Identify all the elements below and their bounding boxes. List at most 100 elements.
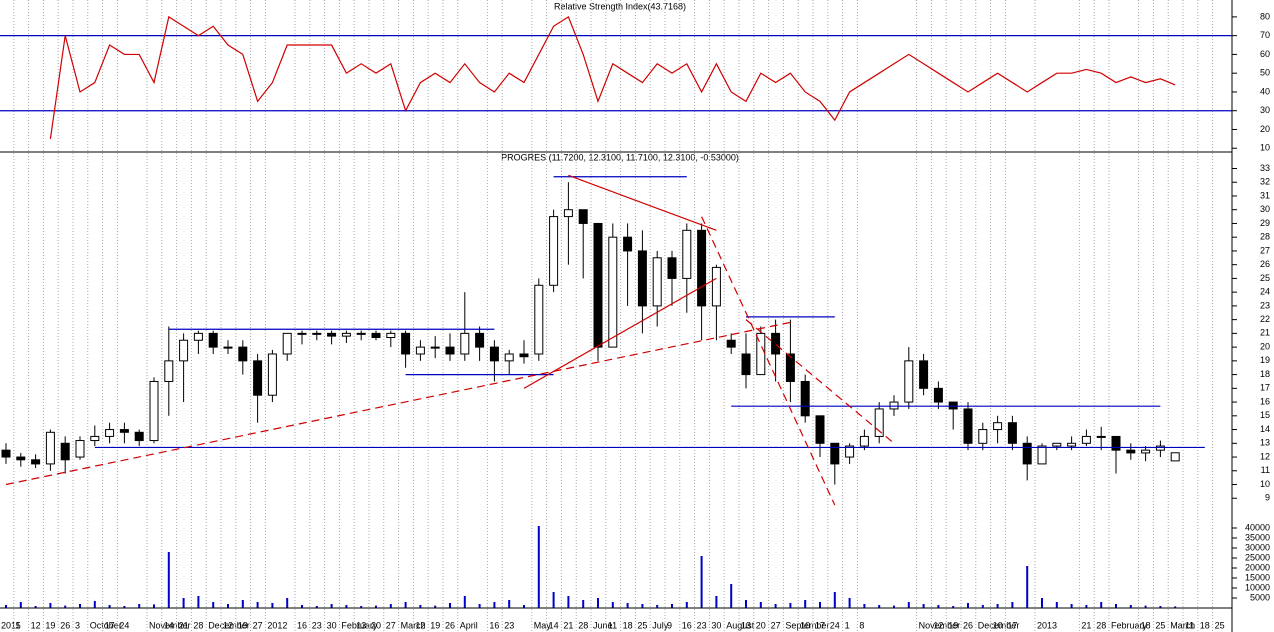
x-tick-label: 28: [578, 620, 588, 630]
x-tick-label: March: [1170, 620, 1195, 630]
x-tick-label: 10: [800, 620, 810, 630]
x-tick-label: 1: [845, 620, 850, 630]
candle-body: [1096, 435, 1106, 438]
x-tick-label: 18: [1141, 620, 1151, 630]
x-tick-label: 23: [697, 620, 707, 630]
candle-body: [800, 380, 810, 417]
x-tick-label: August: [726, 620, 755, 630]
y-tick-label: 26: [1260, 259, 1270, 269]
trend-line: [523, 277, 717, 389]
y-tick-label: 22: [1260, 314, 1270, 324]
x-tick-label: 24: [119, 620, 129, 630]
x-tick-label: 16: [489, 620, 499, 630]
candle-body: [1126, 449, 1136, 454]
volume-bar: [981, 605, 984, 608]
x-tick-label: 17: [1007, 620, 1017, 630]
volume-bar: [153, 604, 155, 608]
volume-bar: [34, 606, 37, 608]
x-tick-label: 2012: [267, 620, 287, 630]
x-tick-label: 25: [637, 620, 647, 630]
candle-body: [1155, 445, 1165, 451]
y-tick-label: 15: [1260, 410, 1270, 420]
candle-body: [105, 429, 115, 437]
x-tick-label: 26: [60, 620, 70, 630]
volume-bar: [626, 603, 629, 608]
y-tick-label: 29: [1260, 218, 1270, 228]
volume-bar: [123, 606, 126, 608]
y-tick-label: 27: [1260, 245, 1270, 255]
volume-bar: [315, 606, 318, 608]
volume-bar: [1070, 604, 1073, 608]
x-tick-label: March: [401, 620, 426, 630]
trend-line: [701, 216, 836, 506]
x-tick-label: 16: [682, 620, 692, 630]
x-tick-label: 12: [933, 620, 943, 630]
volume-bar: [345, 605, 348, 608]
candle-body: [341, 332, 351, 337]
x-tick-label: 16: [297, 620, 307, 630]
trend-line: [568, 174, 717, 231]
volume-bar: [582, 600, 585, 608]
x-tick-label: 14: [164, 620, 174, 630]
y-tick-label: 60: [1260, 49, 1270, 59]
volume-bar: [611, 602, 614, 608]
x-tick-label: June: [593, 620, 613, 630]
candle-body: [1141, 449, 1151, 454]
rsi-line: [49, 15, 1176, 139]
volume-bar: [937, 605, 940, 608]
candle-body: [1067, 442, 1077, 447]
candle-body: [726, 339, 736, 348]
y-tick-label: 32: [1260, 177, 1270, 187]
volume-bar: [478, 604, 481, 608]
y-tick-label: 30: [1260, 204, 1270, 214]
candle-body: [534, 284, 544, 355]
x-tick-label: October: [90, 620, 122, 630]
y-tick-label: 11: [1261, 465, 1270, 475]
x-tick-label: 27: [253, 620, 263, 630]
x-tick-label: December: [978, 620, 1020, 630]
candle-body: [549, 216, 559, 286]
volume-bar: [493, 602, 496, 608]
candle-body: [164, 360, 174, 382]
candle-body: [978, 429, 988, 444]
volume-bar: [1011, 602, 1014, 608]
volume-bar: [93, 601, 96, 608]
y-tick-label: 25000: [1245, 552, 1270, 562]
volume-bar: [523, 605, 525, 608]
x-tick-label: 11: [1185, 620, 1194, 630]
x-tick-label: 12: [415, 620, 425, 630]
candle-body: [16, 456, 26, 461]
volume-bar: [1115, 604, 1117, 608]
y-tick-label: 30: [1260, 105, 1270, 115]
x-tick-label: 19: [948, 620, 958, 630]
y-tick-label: 19: [1260, 355, 1270, 365]
volume-bar: [212, 602, 215, 608]
candle-body: [1111, 435, 1121, 451]
x-tick-label: 13: [356, 620, 366, 630]
y-tick-label: 16: [1260, 396, 1270, 406]
volume-bar: [419, 605, 422, 608]
volume-bar: [1129, 605, 1132, 608]
volume-bar: [286, 598, 289, 608]
x-tick-label: 19: [430, 620, 440, 630]
x-tick-label: November: [919, 620, 961, 630]
candle-body: [386, 332, 396, 338]
y-tick-label: 21: [1260, 328, 1270, 338]
candle-body: [830, 442, 840, 465]
candle-body: [519, 353, 529, 358]
volume-bar: [241, 600, 244, 608]
candle-body: [504, 353, 514, 362]
candle-body: [312, 332, 322, 335]
volume-bar: [715, 596, 718, 608]
volume-bar: [1085, 605, 1088, 608]
volume-bar: [1055, 602, 1058, 608]
candle-body: [134, 431, 144, 442]
volume-bar: [730, 584, 733, 608]
x-tick-label: 10: [993, 620, 1003, 630]
candle-body: [75, 440, 85, 458]
volume-bar: [49, 603, 52, 608]
x-tick-label: September: [785, 620, 829, 630]
y-tick-label: 15000: [1245, 572, 1270, 582]
x-tick-label: 17: [815, 620, 825, 630]
y-tick-label: 10: [1260, 479, 1270, 489]
